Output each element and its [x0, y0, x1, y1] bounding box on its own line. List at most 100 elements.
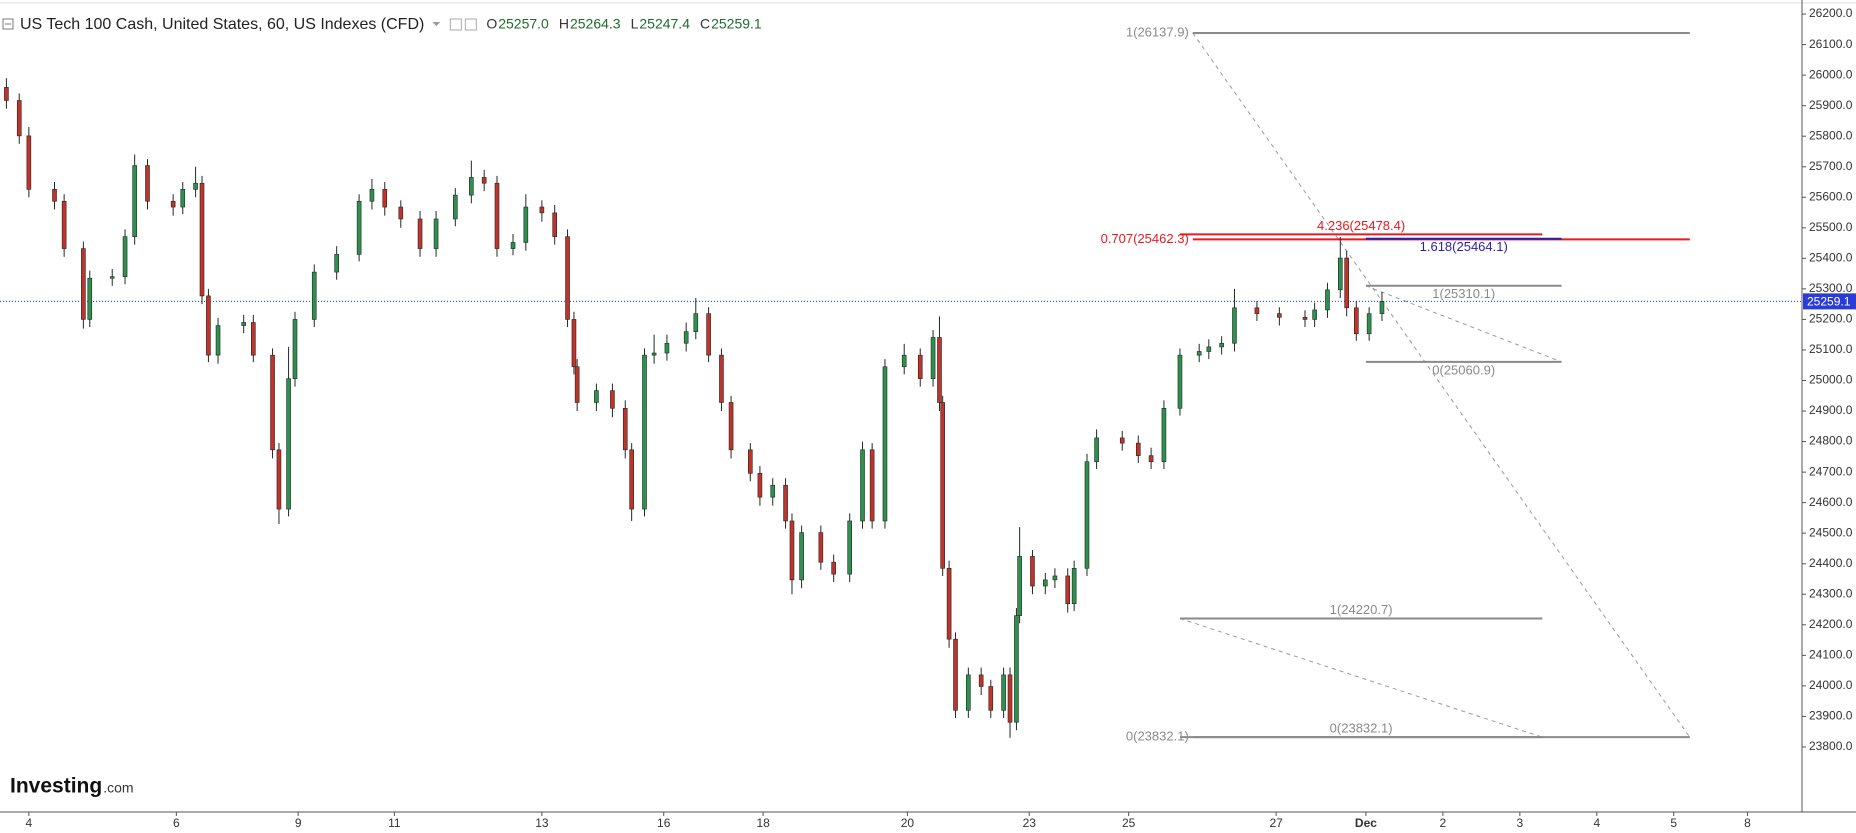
- candle-body: [109, 276, 115, 279]
- candle-body: [276, 449, 282, 510]
- candle-body: [523, 206, 529, 243]
- x-tick-label: 6: [173, 816, 180, 830]
- candle-body: [664, 342, 670, 354]
- candle-body: [937, 337, 942, 403]
- settings-icon[interactable]: [449, 18, 462, 31]
- ohlc-key: L: [631, 16, 639, 32]
- close-icon[interactable]: [464, 18, 477, 31]
- candle-body: [193, 182, 198, 190]
- collapse-icon[interactable]: [2, 18, 14, 30]
- candle-body: [953, 638, 958, 711]
- candle-body: [966, 674, 971, 711]
- candle-body: [869, 449, 875, 522]
- x-tick-label: 2: [1440, 816, 1447, 830]
- candle-body: [1232, 307, 1237, 344]
- candle-body: [170, 200, 176, 208]
- candle-body: [1354, 307, 1359, 335]
- candle-body: [940, 402, 945, 569]
- y-tick-label: 24400.0: [1809, 556, 1853, 570]
- last-price-label: 25259.1: [1807, 295, 1851, 309]
- candles: [4, 78, 1385, 738]
- dropdown-arrow: [432, 22, 441, 26]
- candle-body: [988, 686, 994, 711]
- x-tick-label: 4: [1593, 816, 1600, 830]
- y-tick-label: 23900.0: [1809, 709, 1853, 723]
- y-tick-label: 24200.0: [1809, 617, 1853, 631]
- y-tick-label: 24500.0: [1809, 525, 1853, 539]
- ohlc-key: C: [700, 16, 710, 32]
- candle-body: [481, 177, 487, 184]
- candle-body: [180, 189, 186, 208]
- fib-label: 0(23832.1): [1126, 729, 1189, 744]
- candle-body: [728, 402, 734, 451]
- x-tick-label: 4: [26, 816, 33, 830]
- chart-title: US Tech 100 Cash, United States, 60, US …: [20, 16, 424, 33]
- candle-body: [1071, 568, 1077, 605]
- candle-body: [1042, 579, 1048, 587]
- y-tick-label: 25600.0: [1809, 189, 1853, 203]
- candle-body: [61, 200, 67, 249]
- candle-body: [1007, 674, 1013, 723]
- x-tick-label: 9: [295, 816, 302, 830]
- candle-body: [334, 254, 339, 273]
- x-tick-label: 20: [901, 816, 915, 830]
- trend-line: [1365, 285, 1562, 363]
- candle-body: [4, 87, 9, 101]
- candle-body: [1094, 437, 1099, 463]
- candle-body: [642, 354, 647, 510]
- candle-body: [26, 135, 32, 190]
- candle-body: [1302, 316, 1308, 320]
- candle-body: [831, 561, 836, 575]
- y-tick-label: 24300.0: [1809, 586, 1853, 600]
- candle-body: [1366, 313, 1372, 335]
- y-tick-label: 24900.0: [1809, 403, 1853, 417]
- candle-body: [946, 568, 952, 640]
- y-tick-label: 24700.0: [1809, 464, 1853, 478]
- x-tick-label: Dec: [1355, 816, 1377, 830]
- candle-body: [433, 218, 439, 249]
- candle-body: [1161, 407, 1167, 463]
- candle-body: [783, 484, 788, 522]
- candle-body: [799, 532, 804, 581]
- candle-body: [453, 194, 458, 220]
- candle-body: [901, 354, 907, 368]
- candle-body: [978, 674, 984, 687]
- candle-body: [1148, 455, 1154, 463]
- y-tick-label: 24600.0: [1809, 495, 1853, 509]
- candle-body: [693, 313, 699, 332]
- fib-label: 1(26137.9): [1126, 24, 1189, 39]
- ohlc-key: O: [486, 16, 497, 32]
- y-tick-label: 26100.0: [1809, 37, 1853, 51]
- candle-body: [651, 352, 657, 356]
- candle-body: [757, 473, 763, 498]
- y-tick-label: 25100.0: [1809, 342, 1853, 356]
- candle-body: [199, 182, 205, 297]
- candle-body: [369, 189, 375, 202]
- candle-body: [860, 449, 865, 522]
- fib-label: 1(24220.7): [1330, 602, 1393, 617]
- y-tick-label: 26200.0: [1809, 6, 1853, 20]
- candle-body: [747, 449, 753, 474]
- candle-body: [510, 242, 516, 249]
- candle-body: [818, 532, 824, 563]
- candle-body: [122, 236, 128, 277]
- candle-body: [1119, 437, 1125, 444]
- candle-body: [594, 390, 599, 403]
- candle-body: [286, 378, 291, 510]
- fib-label: 0.707(25462.3): [1101, 231, 1189, 246]
- candle-body: [1065, 575, 1071, 605]
- y-tick-label: 24800.0: [1809, 434, 1853, 448]
- candle-body: [789, 520, 795, 581]
- candle-body: [1277, 313, 1282, 318]
- candle-body: [1177, 354, 1183, 409]
- candle-body: [622, 407, 628, 451]
- fib-label: 0(23832.1): [1330, 721, 1393, 736]
- x-tick-label: 8: [1744, 816, 1751, 830]
- y-tick-label: 23800.0: [1809, 739, 1853, 753]
- candle-body: [770, 484, 776, 498]
- candle-body: [1312, 309, 1317, 320]
- candle-body: [1344, 257, 1349, 309]
- fib-label: 1(25310.1): [1432, 286, 1495, 301]
- candle-body: [251, 322, 256, 356]
